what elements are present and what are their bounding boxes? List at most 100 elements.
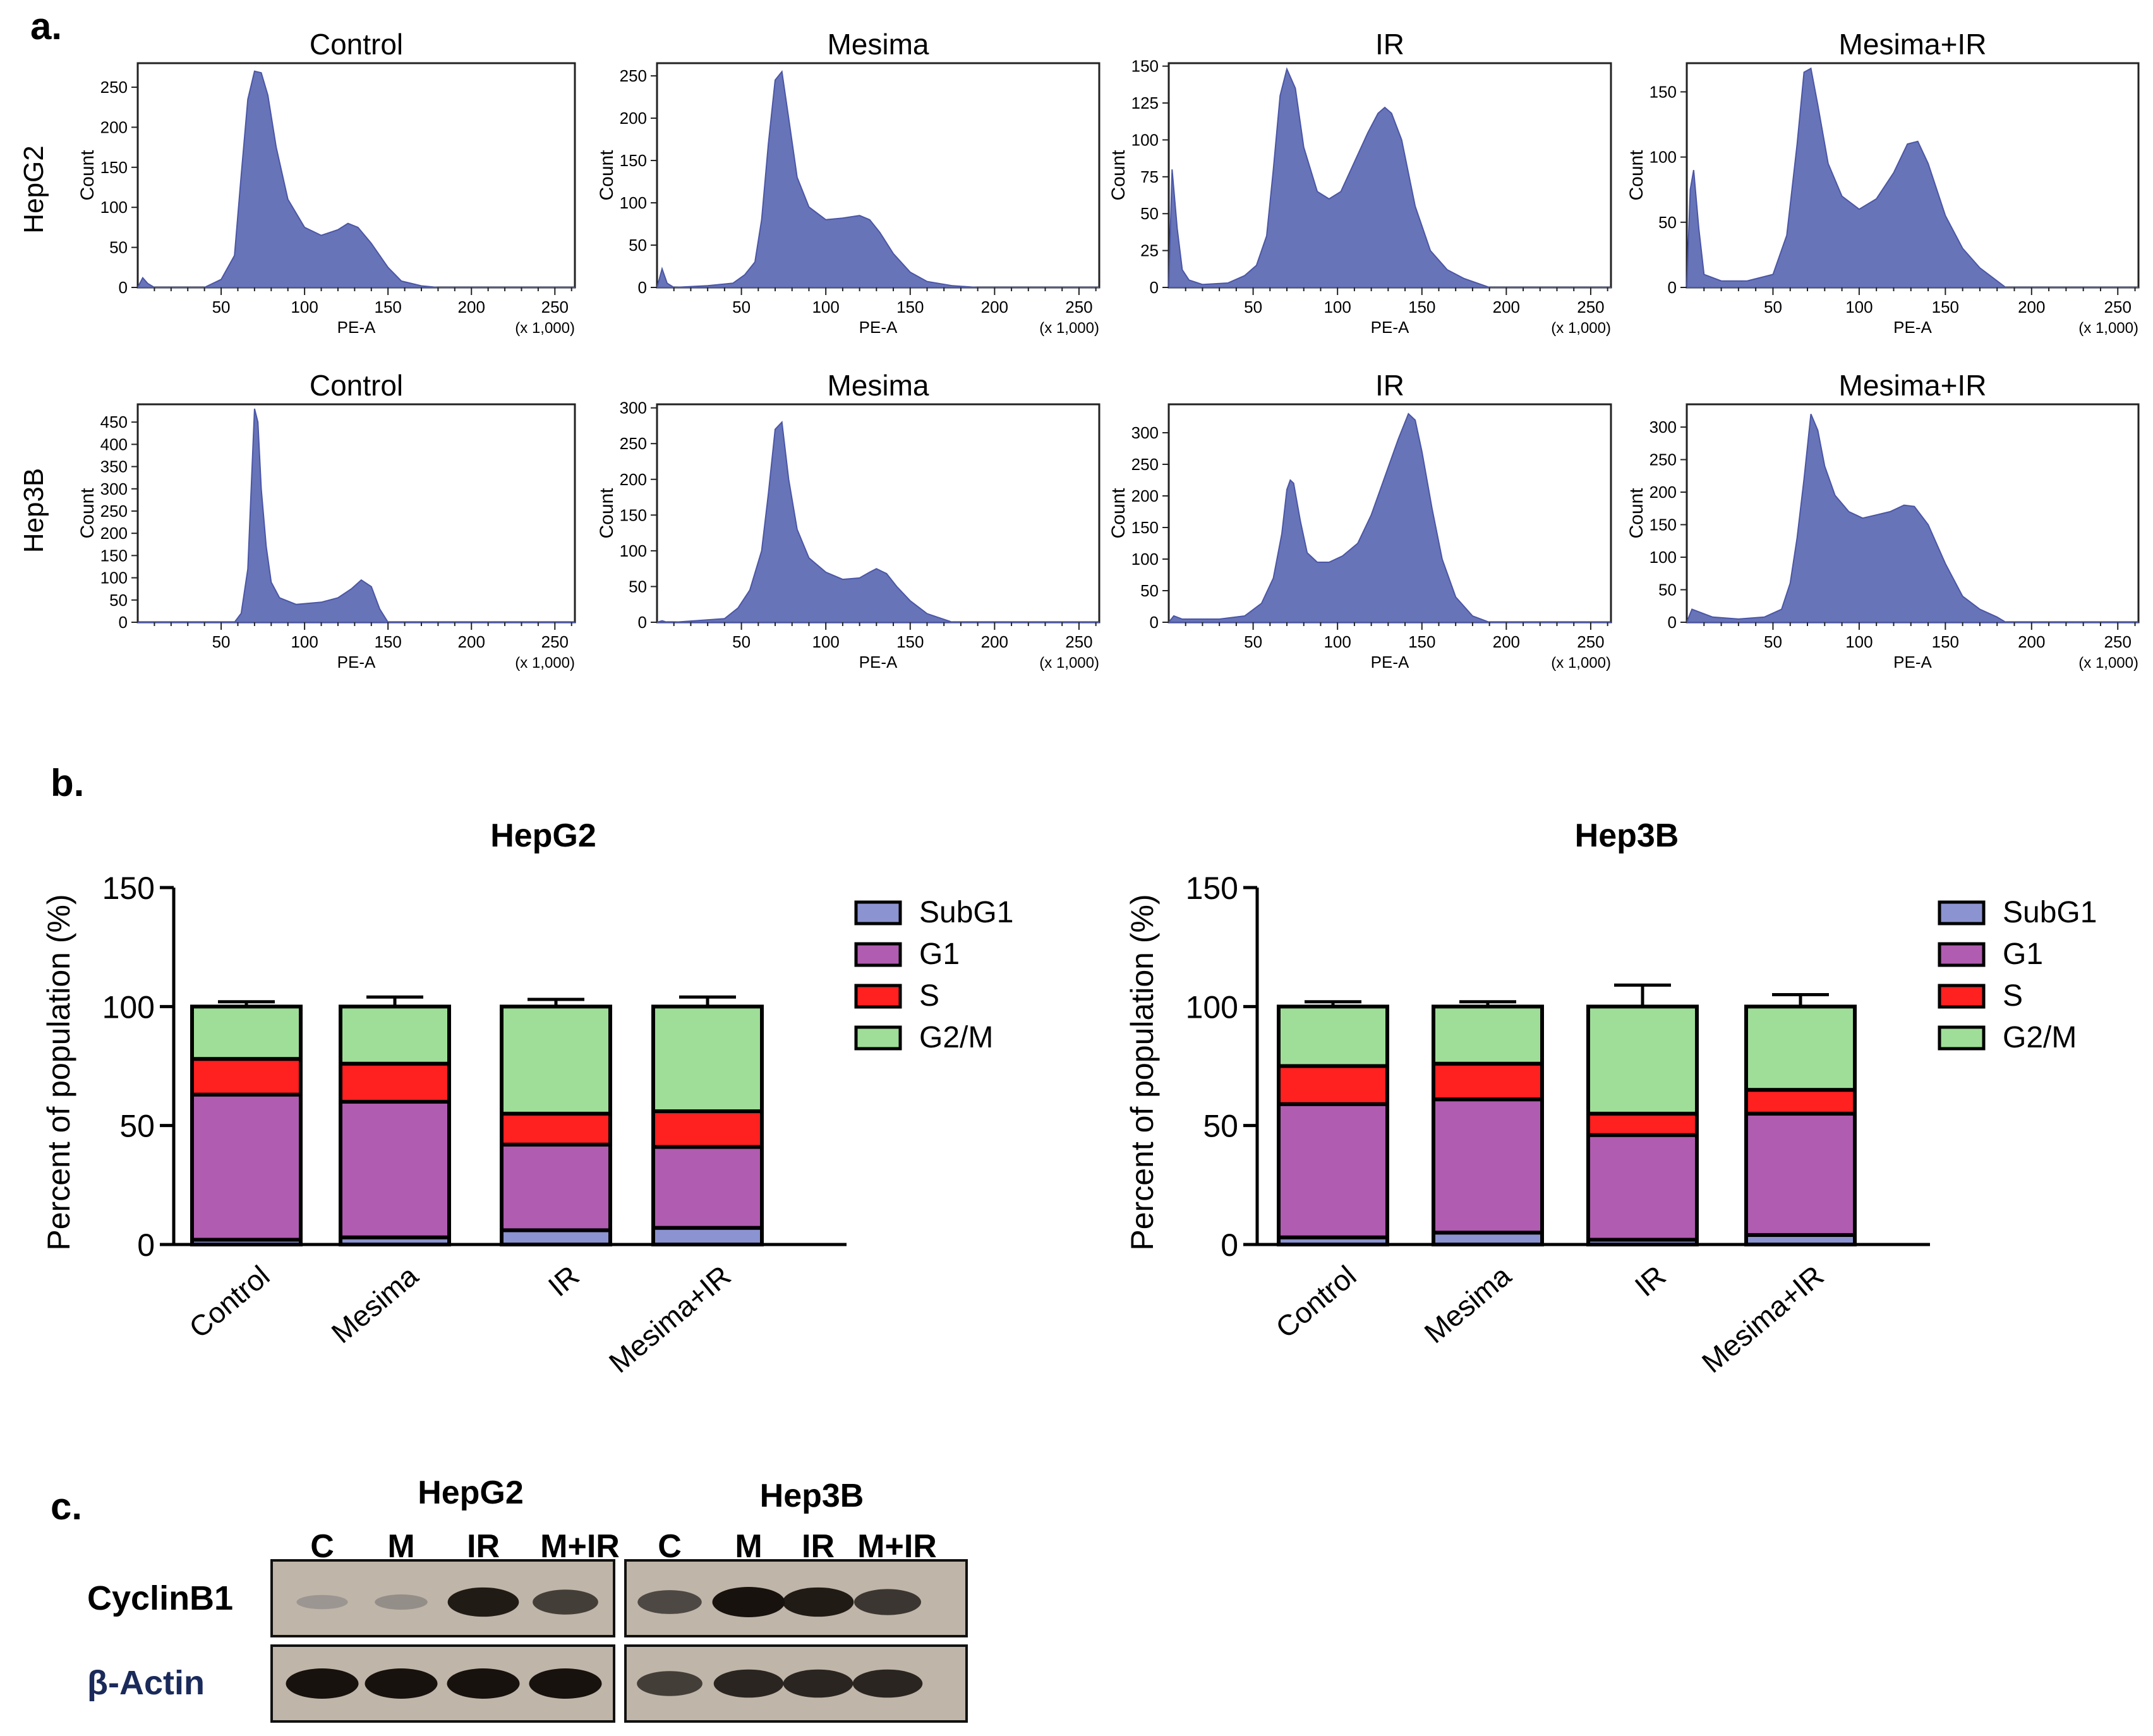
x-tick-label: 200 [981,632,1008,651]
x-tick-label: 50 [1764,632,1782,651]
y-tick-label: 200 [1649,483,1677,502]
category-label: Mesima+IR [603,1259,737,1379]
panel-label-b: b. [51,762,84,804]
bar-segment-g2m [1586,1004,1699,1116]
legend-swatch-s [1938,984,1986,1009]
x-tick-label: 50 [1244,632,1262,651]
x-unit-label: (x 1,000) [1039,654,1099,672]
histogram-panel-1-1: Mesima 50 100 150 200 250 PE-A (x 1,000) 0 50 100 1… [596,369,1101,672]
y-tick-label: 50 [109,238,128,257]
western-blot: HepG2 Hep3B CyclinB1 β-Actin C M IR M+IR C M I… [87,1474,968,1723]
x-unit-label: (x 1,000) [1039,320,1099,337]
x-tick-label: 150 [1932,298,1959,316]
legend-label: S [2003,979,2023,1013]
blot-band [637,1590,702,1614]
histogram-area [138,408,575,623]
bar-segment-g2m [651,1004,764,1114]
category-label: IR [542,1259,586,1303]
row-label-hep3b: Hep3B [18,468,49,553]
panel-label-c: c. [51,1485,82,1528]
bar-segment-s [651,1109,764,1149]
histogram-panel-0-2: IR 50 100 150 200 250 PE-A (x 1,000) 0 25 50 75 100 1… [1108,28,1612,337]
y-tick-label: 200 [100,524,128,543]
y-tick-label: 100 [100,198,128,217]
y-tick-label: 150 [1649,515,1677,534]
lane-label: IR [467,1528,500,1565]
bar-chart-title: Hep3B [1575,817,1679,854]
blot-band [533,1589,598,1615]
y-tick-label: 100 [1131,550,1159,569]
histogram-panel-1-2: IR 50 100 150 200 250 PE-A (x 1,000) 0 50 100 150 20… [1108,369,1612,672]
lane-label: C [310,1528,334,1565]
x-tick-label: 250 [1577,298,1604,316]
x-tick-label: 50 [1244,298,1262,316]
x-unit-label: (x 1,000) [1551,320,1611,337]
y-tick-label: 0 [137,1227,155,1263]
x-tick-label: 100 [291,298,318,316]
histogram-title: Mesima+IR [1839,369,1987,402]
x-unit-label: (x 1,000) [1551,654,1611,672]
blot-row-label-beta-actin: β-Actin [87,1664,205,1702]
y-tick-label: 200 [620,470,647,489]
legend-label: G2/M [2003,1021,2077,1054]
x-tick-label: 50 [732,298,751,316]
bar-segment-subg1 [651,1226,764,1246]
bar-segment-g1 [1432,1097,1544,1235]
x-axis-label: PE-A [1371,653,1409,672]
lane-label: M [735,1528,762,1565]
blot-band [529,1668,602,1699]
y-tick-label: 100 [1186,989,1238,1025]
y-axis-label: Count [596,488,617,539]
x-unit-label: (x 1,000) [2078,654,2138,672]
bar-segment-subg1 [500,1228,612,1247]
y-tick-label: 250 [620,434,647,453]
histogram-area [656,421,1099,623]
histogram-area [656,69,1099,289]
y-tick-label: 150 [1131,57,1159,76]
x-tick-label: 150 [374,632,401,651]
x-tick-label: 100 [812,298,839,316]
bar-segment-g2m [1744,1004,1857,1092]
bar-segment-s [1277,1064,1389,1106]
category-label: Mesima [1418,1259,1517,1350]
blot-band [296,1594,348,1610]
y-tick-label: 50 [1658,213,1677,232]
x-tick-label: 100 [1324,632,1351,651]
y-tick-label: 0 [638,278,647,297]
y-tick-label: 300 [1131,423,1159,442]
blot-row-label-cyclinb1: CyclinB1 [87,1579,233,1617]
histogram-title: IR [1375,28,1404,61]
blot-band [852,1669,923,1698]
y-axis-label: Count [596,150,617,201]
bar-segment-s [339,1061,451,1104]
lane-label: M+IR [857,1528,937,1565]
y-tick-label: 250 [100,78,128,97]
y-axis-label: Percent of population (%) [1125,894,1160,1250]
hepg2-stacked-bar-chart: HepG2 0 50 100 150 Percent of population (%) C… [41,817,1013,1379]
y-tick-label: 50 [629,236,647,255]
bar-segment-g2m [1432,1004,1544,1066]
y-tick-label: 50 [109,591,128,610]
legend-swatch-g1 [854,942,902,967]
y-tick-label: 200 [1131,486,1159,505]
y-tick-label: 25 [1140,241,1159,260]
y-tick-label: 150 [102,871,155,906]
bar-segment-s [190,1057,303,1097]
y-tick-label: 150 [1649,82,1677,101]
bar-segment-g1 [190,1092,303,1242]
x-tick-label: 200 [1493,298,1520,316]
y-tick-label: 300 [620,399,647,418]
x-tick-label: 100 [291,632,318,651]
blot-band [782,1587,854,1617]
y-tick-label: 50 [1140,581,1159,600]
y-tick-label: 250 [620,66,647,85]
x-tick-label: 100 [1324,298,1351,316]
blot-band [637,1671,703,1696]
y-tick-label: 100 [620,541,647,560]
y-tick-label: 450 [100,413,128,431]
x-tick-label: 250 [1065,298,1092,316]
blot-group-label-hepg2: HepG2 [418,1474,524,1511]
y-tick-label: 50 [1140,204,1159,223]
x-tick-label: 250 [1577,632,1604,651]
